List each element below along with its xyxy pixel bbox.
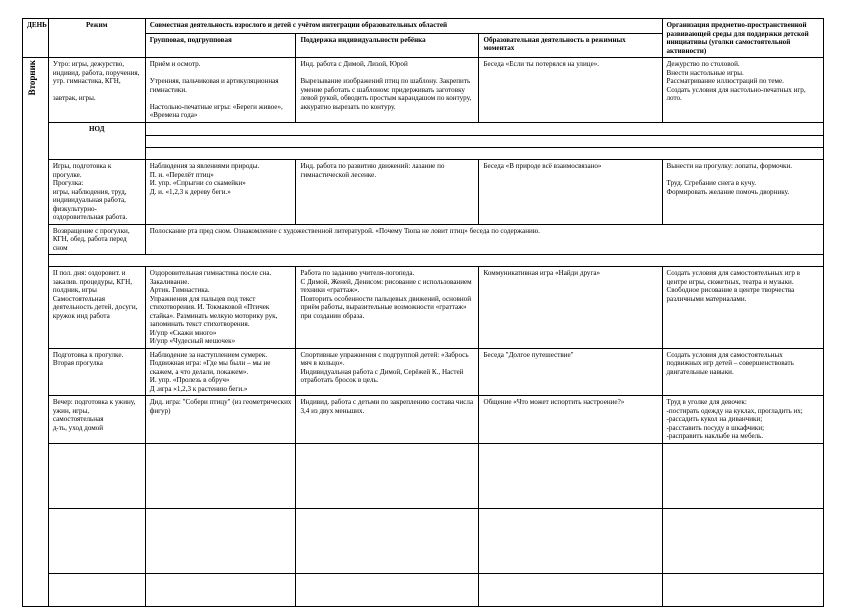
day-cell: Вторник (23, 58, 49, 607)
r4-grp: Оздоровительная гимнастика после сна.Зак… (145, 267, 296, 349)
day-label: Вторник (27, 60, 38, 95)
empty-r1c5 (662, 443, 824, 508)
nod-label: НОД (48, 122, 145, 160)
r3-rezhim: Возвращение с прогулки, КГН, обед, работ… (48, 224, 145, 255)
empty-r1c3 (296, 443, 479, 508)
col-ord: Образовательная деятельность в режимных … (479, 33, 662, 57)
empty-r3c3 (296, 573, 479, 606)
nod-line3 (145, 148, 823, 160)
r0-org: Дежурство по столовой.Внести настольные … (662, 58, 824, 123)
r4-org: Создать условия для самостоятельных игр … (662, 267, 824, 349)
col-ind: Поддержка индивидуальности ребёнка (296, 33, 479, 57)
r2-org: Вынести на прогулку: лопаты, формочки.Тр… (662, 160, 824, 225)
r4-rezhim: II пол. дня: оздоровит. и закалив. проце… (48, 267, 145, 349)
r0-ord: Беседа «Если ты потерялся на улице». (479, 58, 662, 123)
r4-ord: Коммуникативная игра «Найди друга» (479, 267, 662, 349)
schedule-table: ДЕНЬ Режим Совместная деятельность взрос… (22, 18, 824, 607)
col-org: Организация предметно-пространственной р… (662, 19, 824, 58)
r0-ind: Инд. работа с Димой, Лизой, ЮройВырезыва… (296, 58, 479, 123)
empty-r3c4 (479, 573, 662, 606)
r2-rezhim: Игры, подготовка к прогулке.Прогулка:игр… (48, 160, 145, 225)
r5-org: Создать условия для самостоятельных подв… (662, 348, 824, 396)
col-rezhim: Режим (48, 19, 145, 58)
r3-full: Полоскание рта пред сном. Ознакомление с… (145, 224, 823, 255)
col-day: ДЕНЬ (23, 19, 49, 58)
empty-r1c2 (145, 443, 296, 508)
r2-grp: Наблюдения за явлениями природы.П. и. «П… (145, 160, 296, 225)
r3-sub (48, 255, 823, 267)
empty-r3c5 (662, 573, 824, 606)
empty-r1c4 (479, 443, 662, 508)
r6-rezhim: Вечер: подготовка к ужину, ужин, игры, с… (48, 396, 145, 444)
empty-r3c1 (48, 573, 145, 606)
empty-r3c2 (145, 573, 296, 606)
r5-grp: Наблюдение за наступлением сумерек. Подв… (145, 348, 296, 396)
empty-r2c2 (145, 508, 296, 573)
empty-r2c3 (296, 508, 479, 573)
r6-ord: Общение «Что может испортить настроение?… (479, 396, 662, 444)
nod-line1 (145, 122, 823, 136)
r2-ord: Беседа «В природе всё взаимосвязано» (479, 160, 662, 225)
col-sovm: Совместная деятельность взрослого и дете… (145, 19, 662, 34)
r5-ind: Спортивные упражнения с подгруппой детей… (296, 348, 479, 396)
col-grp: Групповая, подгрупповая (145, 33, 296, 57)
r6-grp: Дид. игра: "Собери птицу" (из геометриче… (145, 396, 296, 444)
r2-ind: Инд. работа по развитию движений: лазани… (296, 160, 479, 225)
r4-ind: Работа по заданию учителя-логопеда.С Дим… (296, 267, 479, 349)
r0-grp: Приём и осмотр.Утренняя, пальчиковая и а… (145, 58, 296, 123)
empty-r2c4 (479, 508, 662, 573)
r6-org: Труд в уголке для девочек:-постирать оде… (662, 396, 824, 444)
r5-ord: Беседа "Долгое путешествие" (479, 348, 662, 396)
empty-r1c1 (48, 443, 145, 508)
r5-rezhim: Подготовка к прогулке. Вторая прогулка (48, 348, 145, 396)
empty-r2c1 (48, 508, 145, 573)
r0-rezhim: Утро: игры, дежурство, индивид. работа, … (48, 58, 145, 123)
empty-r2c5 (662, 508, 824, 573)
nod-line2 (145, 136, 823, 148)
r6-ind: Индивид. работа с детьми по закреплению … (296, 396, 479, 444)
